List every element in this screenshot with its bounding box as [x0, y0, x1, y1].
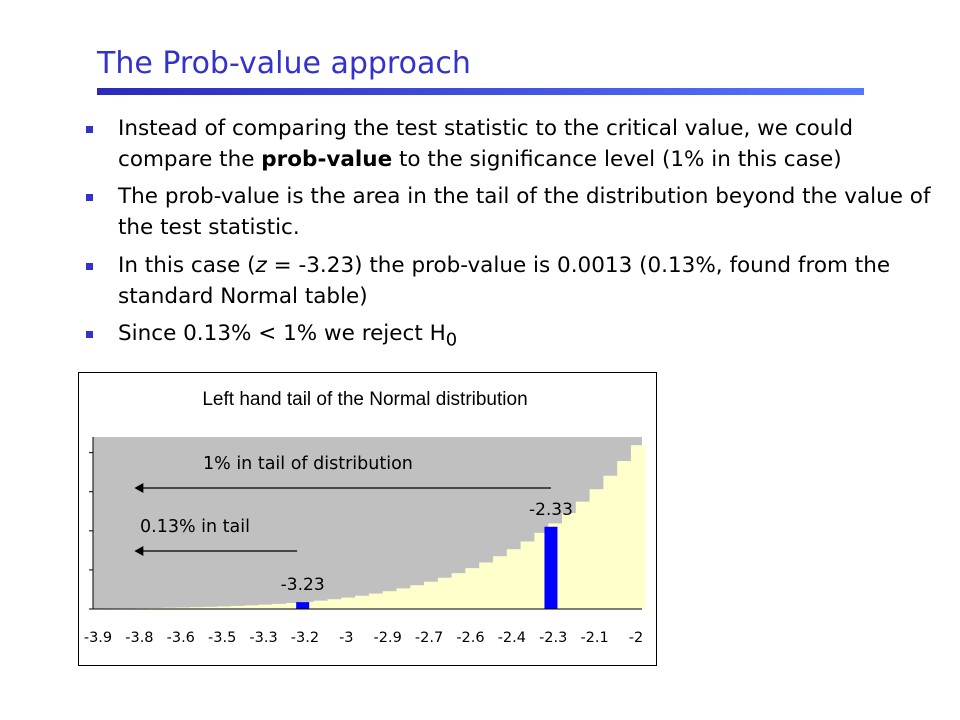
- highlight-group: -3.23 -2.33: [281, 500, 573, 609]
- arrow-head-icon: [134, 483, 144, 493]
- x-tick-label: -3.2: [291, 630, 319, 646]
- bullet-square-icon: [86, 263, 93, 270]
- density-bar: [396, 588, 411, 609]
- density-bar: [465, 568, 480, 609]
- bullet-square-icon: [86, 331, 93, 338]
- x-tick-label: -2: [629, 630, 643, 646]
- density-bar: [355, 595, 370, 609]
- density-bar: [148, 607, 163, 609]
- density-bar: [424, 581, 439, 609]
- density-bar: [161, 607, 177, 609]
- density-bar: [272, 603, 287, 609]
- density-bar: [368, 593, 383, 609]
- x-tick-label: -2.6: [456, 630, 484, 646]
- density-bar: [617, 461, 632, 609]
- normal-tail-chart: Left hand tail of the Normal distributio…: [78, 372, 657, 666]
- density-bar: [175, 607, 190, 609]
- density-bar: [382, 591, 397, 609]
- arrow-head-icon: [134, 546, 144, 556]
- density-bar: [286, 602, 301, 609]
- chart-title: Left hand tail of the Normal distributio…: [202, 389, 527, 410]
- bullet-4-text: Since 0.13% < 1% we reject H0: [118, 321, 458, 351]
- slide-title: The Prob-value approach: [97, 46, 471, 81]
- bullet-3-text: In this case (z = -3.23) the prob-value …: [118, 253, 891, 309]
- x-tick-label: -2.9: [374, 630, 402, 646]
- density-bar: [258, 604, 273, 609]
- density-bar: [217, 606, 232, 609]
- x-tick-label: -3.6: [167, 630, 195, 646]
- highlight-label-2: -2.33: [529, 500, 573, 520]
- x-tick-label: -2.3: [539, 630, 567, 646]
- density-bar: [479, 562, 494, 609]
- title-underline: [97, 88, 864, 95]
- x-tick-label: -3: [339, 630, 353, 646]
- density-bar: [451, 573, 466, 609]
- density-bar: [561, 513, 577, 609]
- x-tick-label: -2.7: [415, 630, 443, 646]
- highlight-bar-2: [544, 526, 558, 609]
- bullet-square-icon: [86, 194, 93, 201]
- density-bar: [437, 577, 452, 609]
- x-tick-label: -2.1: [580, 630, 608, 646]
- highlight-bar-1: [296, 602, 310, 609]
- axes-group: [89, 437, 642, 610]
- bullet-1-text: Instead of comparing the test statistic …: [118, 116, 854, 172]
- x-tick-label: -3.5: [208, 630, 236, 646]
- x-tick-label: -3.9: [84, 630, 112, 646]
- tick-labels-group: -3.9 -3.8 -3.6 -3.5 -3.3 -3.2 -3 -2.9 -2.7 -2.6 -2…: [84, 630, 643, 646]
- density-bar: [493, 556, 508, 609]
- density-bar: [327, 599, 342, 609]
- density-bar: [244, 605, 259, 609]
- density-bar: [189, 607, 204, 609]
- annotation-text-2: 0.13% in tail: [140, 517, 250, 537]
- density-bar: [506, 549, 521, 609]
- density-bar: [575, 501, 590, 609]
- x-tick-label: -2.4: [498, 630, 526, 646]
- density-bar: [589, 489, 604, 609]
- annotations-group: 1% in tail of distribution 0.13% in tail: [134, 454, 551, 556]
- density-bar: [410, 585, 425, 609]
- x-tick-label: -3.3: [249, 630, 277, 646]
- density-bar: [520, 541, 535, 609]
- density-bar: [341, 597, 356, 609]
- density-bar: [630, 445, 646, 609]
- density-bar: [313, 600, 328, 609]
- bullet-2-text: The prob-value is the area in the tail o…: [118, 184, 931, 240]
- density-bar: [203, 606, 218, 609]
- annotation-text-1: 1% in tail of distribution: [203, 454, 413, 474]
- density-bar: [230, 605, 246, 609]
- density-bar: [603, 475, 618, 609]
- bullet-square-icon: [86, 126, 93, 133]
- x-tick-label: -3.8: [125, 630, 153, 646]
- highlight-label-1: -3.23: [281, 575, 325, 595]
